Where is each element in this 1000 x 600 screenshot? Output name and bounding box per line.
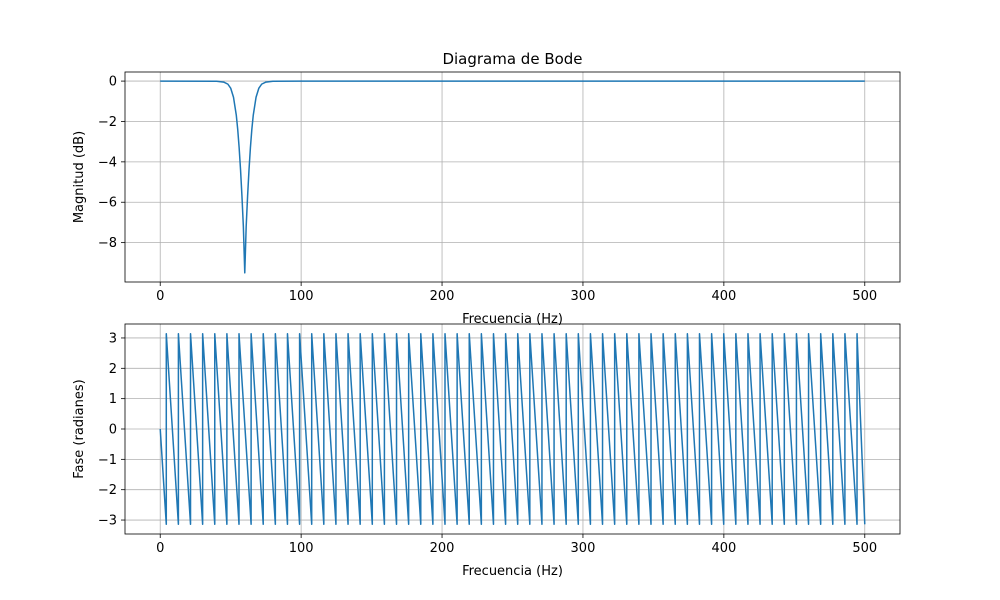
magnitude-x-tick-label: 400 — [711, 289, 736, 304]
phase-y-tick-label: −1 — [98, 453, 117, 468]
phase-x-tick-label: 400 — [711, 541, 736, 556]
magnitude-x-tick-label: 100 — [289, 289, 314, 304]
magnitude-series-line — [160, 80, 865, 274]
phase-y-tick-label: 1 — [109, 392, 117, 407]
magnitude-x-tick-label: 300 — [571, 289, 596, 304]
magnitude-y-axis-label: Magnitud (dB) — [72, 131, 87, 223]
magnitude-y-tick-label: −8 — [98, 236, 117, 251]
magnitude-y-tick-label: −2 — [98, 115, 117, 130]
phase-y-tick-label: 0 — [109, 423, 117, 438]
phase-line — [159, 332, 866, 526]
magnitude-axes-frame — [124, 71, 901, 283]
magnitude-x-tick-label: 200 — [430, 289, 455, 304]
magnitude-plot: 0 100 200 300 400 500 0 −2 −4 −6 −8 Diagrama de B… — [72, 50, 901, 327]
phase-x-ticks: 0 100 200 300 400 500 — [156, 534, 877, 556]
phase-x-tick-label: 200 — [430, 541, 455, 556]
magnitude-y-ticks: 0 −2 −4 −6 −8 — [98, 75, 125, 251]
phase-x-tick-label: 0 — [156, 541, 164, 556]
magnitude-x-tick-label: 500 — [852, 289, 877, 304]
magnitude-y-tick-label: −6 — [98, 196, 117, 211]
phase-series-line — [159, 332, 866, 526]
phase-y-ticks: 3 2 1 0 −1 −2 −3 — [98, 331, 125, 529]
phase-y-tick-label: −2 — [98, 483, 117, 498]
phase-y-axis-label: Fase (radianes) — [72, 379, 87, 478]
phase-y-tick-label: −3 — [98, 514, 117, 529]
phase-grid — [125, 324, 900, 534]
magnitude-y-tick-label: −4 — [98, 155, 117, 170]
phase-x-tick-label: 100 — [289, 541, 314, 556]
magnitude-line — [160, 80, 865, 274]
phase-plot: 0 100 200 300 400 500 3 2 1 0 −1 −2 −3 Frecuencia (… — [72, 323, 901, 579]
phase-x-axis-label: Frecuencia (Hz) — [462, 564, 563, 579]
magnitude-x-axis-label: Frecuencia (Hz) — [462, 312, 563, 327]
chart-title: Diagrama de Bode — [442, 50, 582, 68]
magnitude-x-tick-label: 0 — [156, 289, 164, 304]
phase-x-tick-label: 300 — [571, 541, 596, 556]
phase-y-tick-label: 3 — [109, 331, 117, 346]
phase-y-tick-label: 2 — [109, 362, 117, 377]
magnitude-y-tick-label: 0 — [109, 75, 117, 90]
phase-x-tick-label: 500 — [852, 541, 877, 556]
magnitude-x-ticks: 0 100 200 300 400 500 — [156, 282, 877, 304]
